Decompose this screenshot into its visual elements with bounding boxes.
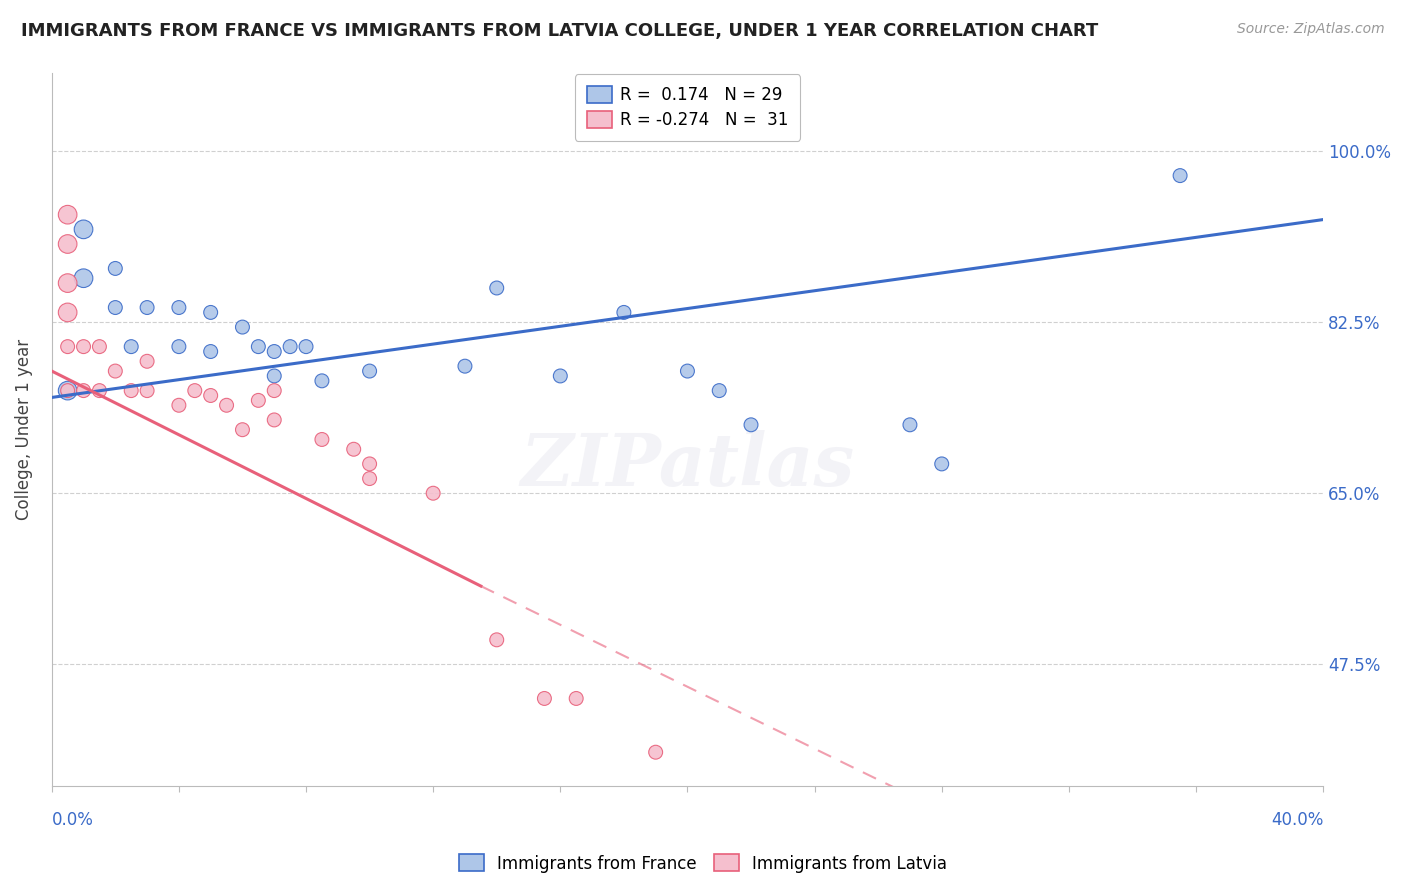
Point (215, 398, 238, 412)
Point (72, 222, 94, 236)
Point (56, 384, 79, 398)
Point (56, 340, 79, 354)
Point (454, 359, 477, 374)
Y-axis label: College, Under 1 year: College, Under 1 year (15, 339, 32, 520)
Point (72, 271, 94, 285)
Point (136, 384, 159, 398)
Legend: Immigrants from France, Immigrants from Latvia: Immigrants from France, Immigrants from … (453, 847, 953, 880)
Point (343, 442, 366, 457)
Point (72, 340, 94, 354)
Point (278, 340, 301, 354)
Point (104, 364, 127, 378)
Point (200, 305, 222, 319)
Point (56, 384, 79, 398)
Point (644, 745, 666, 759)
Point (184, 384, 207, 398)
Point (422, 486, 444, 500)
Point (1168, 169, 1191, 183)
Point (533, 691, 555, 706)
Point (104, 301, 127, 315)
Point (231, 320, 253, 334)
Point (263, 413, 285, 427)
Point (931, 457, 953, 471)
Text: 0.0%: 0.0% (52, 811, 94, 829)
Point (613, 305, 636, 319)
Point (247, 393, 270, 408)
Point (167, 398, 190, 412)
Text: ZIPatlas: ZIPatlas (520, 430, 855, 501)
Point (120, 384, 142, 398)
Point (56, 276, 79, 290)
Point (359, 457, 381, 471)
Point (120, 340, 142, 354)
Point (72, 384, 94, 398)
Point (56, 208, 79, 222)
Point (263, 384, 285, 398)
Text: Source: ZipAtlas.com: Source: ZipAtlas.com (1237, 22, 1385, 37)
Point (485, 632, 508, 647)
Point (136, 301, 159, 315)
Legend: R =  0.174   N = 29, R = -0.274   N =  31: R = 0.174 N = 29, R = -0.274 N = 31 (575, 74, 800, 141)
Point (167, 301, 190, 315)
Point (311, 433, 333, 447)
Text: IMMIGRANTS FROM FRANCE VS IMMIGRANTS FROM LATVIA COLLEGE, UNDER 1 YEAR CORRELATI: IMMIGRANTS FROM FRANCE VS IMMIGRANTS FRO… (21, 22, 1098, 40)
Point (898, 417, 921, 432)
Point (56, 237, 79, 252)
Point (56, 305, 79, 319)
Point (231, 423, 253, 437)
Point (295, 340, 318, 354)
Point (104, 261, 127, 276)
Point (200, 344, 222, 359)
Point (89, 384, 111, 398)
Point (709, 384, 731, 398)
Point (676, 364, 699, 378)
Point (485, 281, 508, 295)
Point (167, 340, 190, 354)
Point (136, 354, 159, 368)
Point (89, 340, 111, 354)
Point (550, 368, 572, 383)
Point (263, 344, 285, 359)
Point (247, 340, 270, 354)
Point (740, 417, 762, 432)
Text: 40.0%: 40.0% (1271, 811, 1323, 829)
Point (359, 472, 381, 486)
Point (359, 364, 381, 378)
Point (263, 368, 285, 383)
Point (311, 374, 333, 388)
Point (565, 691, 588, 706)
Point (200, 388, 222, 402)
